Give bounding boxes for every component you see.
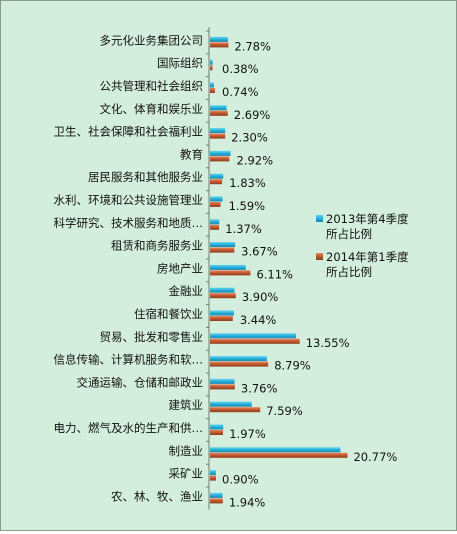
bar-2014q1 — [210, 224, 220, 230]
bar-2014q1 — [210, 202, 221, 207]
category-label: 住宿和餐饮业 — [134, 307, 203, 321]
bar-2013q4 — [210, 287, 235, 293]
category-label: 信息传输、计算机服务和软… — [54, 353, 204, 367]
bar-2014q1 — [210, 338, 300, 344]
bar-2014q1 — [210, 498, 223, 504]
data-label: 1.97% — [229, 427, 266, 441]
bar-2014q1 — [210, 247, 235, 253]
bar-2014q1 — [210, 156, 230, 162]
data-label: 7.59% — [266, 404, 303, 418]
bar-2014q1 — [210, 110, 228, 116]
data-label: 2.78% — [234, 39, 271, 53]
category-label: 居民服务和其他服务业 — [88, 170, 203, 184]
category-label: 水利、环境和公共设施管理业 — [54, 193, 204, 207]
bar-2013q4 — [210, 105, 227, 111]
data-label: 0.90% — [222, 473, 259, 487]
bar-2014q1 — [210, 452, 348, 458]
bar-2013q4 — [210, 150, 231, 156]
bar-2014q1 — [210, 270, 251, 276]
data-label: 3.44% — [240, 313, 277, 327]
data-label: 3.67% — [241, 245, 278, 259]
data-label: 0.74% — [222, 85, 259, 99]
category-label: 电力、燃气及水的生产和供… — [54, 421, 204, 435]
category-label: 教育 — [180, 147, 203, 161]
bar-2014q1 — [210, 407, 261, 413]
bar-2014q1 — [210, 316, 233, 321]
data-label: 6.11% — [256, 267, 293, 281]
category-label: 多元化业务集团公司 — [100, 33, 204, 47]
bar-2013q4 — [210, 470, 216, 476]
data-label: 1.94% — [229, 495, 266, 509]
data-label: 2.69% — [234, 108, 271, 122]
bar-2014q1 — [210, 361, 269, 367]
category-label: 公共管理和社会组织 — [100, 79, 204, 93]
data-label: 1.59% — [229, 199, 266, 213]
bar-2013q4 — [210, 196, 223, 202]
bar-2013q4 — [210, 378, 235, 384]
category-label: 农、林、牧、渔业 — [111, 489, 203, 503]
data-label: 13.55% — [306, 336, 350, 350]
bar-2013q4 — [210, 219, 220, 225]
bar-2014q1 — [210, 88, 215, 93]
bar-2013q4 — [210, 82, 214, 88]
legend-swatch-2014q1 — [316, 253, 323, 260]
plot-area: 多元化业务集团公司 2.78% 国际组织 0.38% 公共管理和社会组织 0.74% 文化、… — [54, 27, 397, 510]
bar-2014q1 — [210, 293, 236, 299]
bar-2014q1 — [210, 475, 216, 481]
data-label: 1.37% — [225, 222, 262, 236]
bar-2014q1 — [210, 179, 223, 185]
bar-2013q4 — [210, 264, 246, 270]
data-label: 20.77% — [353, 450, 397, 464]
bar-2013q4 — [210, 424, 224, 430]
bar-2013q4 — [210, 128, 226, 134]
data-label: 8.79% — [274, 359, 311, 373]
category-label: 制造业 — [169, 444, 204, 458]
category-label: 国际组织 — [157, 56, 203, 70]
category-label: 科学研究、技术服务和地质… — [54, 216, 204, 230]
category-label: 文化、体育和娱乐业 — [100, 102, 204, 116]
bar-2013q4 — [210, 333, 297, 339]
bar-2013q4 — [210, 173, 224, 179]
bar-2013q4 — [210, 36, 228, 42]
bar-2014q1 — [210, 430, 224, 435]
bar-2013q4 — [210, 356, 267, 362]
category-label: 采矿业 — [169, 467, 204, 481]
category-label: 交通运输、仓储和邮政业 — [77, 375, 204, 389]
category-label: 建筑业 — [169, 398, 204, 412]
bar-2013q4 — [210, 242, 236, 248]
bar-2013q4 — [210, 492, 223, 498]
bar-2014q1 — [210, 133, 226, 139]
data-label: 3.76% — [241, 381, 278, 395]
category-label: 房地产业 — [157, 261, 203, 275]
legend-label-2013q4: 2013年第4季度所占比例 — [326, 212, 409, 241]
bar-2014q1 — [210, 42, 229, 48]
bar-2014q1 — [210, 65, 213, 71]
bar-2013q4 — [210, 401, 252, 407]
legend-swatch-2013q4 — [316, 215, 323, 222]
category-label: 金融业 — [169, 284, 204, 298]
bar-2014q1 — [210, 384, 235, 390]
bar-2013q4 — [210, 59, 213, 65]
category-label: 租赁和商务服务业 — [111, 239, 203, 253]
data-label: 0.38% — [222, 62, 259, 76]
legend-label-2014q1: 2014年第1季度所占比例 — [326, 250, 409, 279]
bar-2013q4 — [210, 310, 234, 316]
data-label: 2.92% — [237, 153, 274, 167]
legend: 2013年第4季度所占比例 2014年第1季度所占比例 — [316, 212, 409, 279]
category-label: 卫生、社会保障和社会福利业 — [54, 125, 204, 139]
data-label: 3.90% — [242, 290, 279, 304]
data-label: 2.30% — [231, 131, 268, 145]
bar-2013q4 — [210, 447, 341, 453]
data-label: 1.83% — [229, 176, 266, 190]
category-label: 贸易、批发和零售业 — [100, 330, 204, 344]
